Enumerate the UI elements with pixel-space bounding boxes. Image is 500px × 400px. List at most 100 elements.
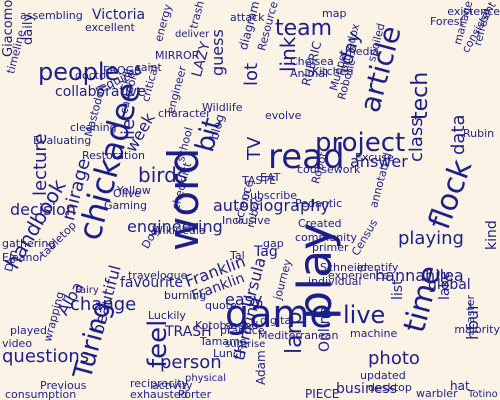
cloud-word: TRASH	[165, 324, 212, 340]
cloud-word: Totino	[468, 389, 498, 400]
cloud-word: deliver	[175, 29, 210, 40]
cloud-word: flock	[422, 155, 480, 234]
cloud-word: Schneier	[320, 261, 369, 274]
cloud-word: Luckily	[148, 309, 186, 322]
cloud-word: wrapping	[41, 290, 67, 344]
cloud-word: travelogue	[128, 269, 188, 282]
cloud-word: guess	[208, 29, 227, 76]
cloud-word: Animal	[290, 67, 329, 80]
cloud-word: reciprocity	[130, 377, 189, 390]
cloud-word: individual	[308, 275, 362, 288]
cloud-word: Kitchen	[312, 65, 354, 78]
cloud-word: Previous	[40, 379, 87, 392]
cloud-word: FROGS	[103, 64, 142, 77]
cloud-word: Pedantic	[295, 197, 343, 210]
cloud-word: assembling	[20, 9, 83, 22]
cloud-word: TV	[244, 136, 265, 160]
cloud-word: Yellow	[117, 184, 151, 197]
cloud-word: MIRROR	[155, 49, 200, 62]
cloud-word: Lunch	[213, 347, 246, 360]
cloud-word: Olive	[113, 187, 142, 200]
cloud-word: live	[343, 301, 386, 329]
cloud-word: sound	[225, 319, 259, 332]
cloud-word: hannahilea	[375, 266, 464, 285]
cloud-word: global	[428, 277, 471, 293]
cloud-word: kind	[484, 220, 500, 250]
cloud-word: hat	[450, 379, 470, 393]
cloud-word: birds	[138, 163, 188, 187]
cloud-word: Rubin	[463, 127, 495, 140]
cloud-word: list	[390, 279, 406, 300]
cloud-word: consumption	[5, 388, 77, 400]
cloud-word: autobiography	[213, 196, 330, 215]
cloud-word: tech	[408, 71, 433, 120]
cloud-word: media	[345, 45, 380, 58]
cloud-word: business	[336, 381, 398, 397]
cloud-word: Inclusive	[222, 214, 271, 227]
cloud-word: photo	[368, 348, 420, 369]
cloud-word: energy	[152, 2, 175, 44]
cloud-word: identify	[357, 261, 399, 274]
cloud-word: excellent	[85, 21, 135, 34]
cloud-word: playing	[398, 228, 464, 249]
cloud-word: Tal	[230, 249, 245, 262]
cloud-word: people	[38, 58, 120, 86]
cloud-word: lot	[241, 62, 262, 86]
cloud-word: primer	[312, 241, 349, 254]
cloud-word: activity	[152, 379, 193, 392]
cloud-word: evolve	[265, 109, 302, 122]
cloud-word: Eleanor	[2, 251, 44, 264]
cloud-word: Mediterranean	[258, 329, 339, 342]
cloud-word: desktop	[368, 381, 412, 394]
cloud-word: character	[158, 107, 211, 120]
cloud-word: Created	[298, 217, 342, 230]
cloud-word: Forest	[430, 15, 464, 28]
cloud-word: TASTE	[242, 174, 277, 187]
cloud-word: Wildlife	[202, 101, 243, 114]
cloud-word: Victoria	[92, 7, 146, 23]
cloud-word: warbler	[416, 387, 458, 400]
cloud-word: Evaluating	[33, 134, 92, 147]
cloud-word: Porter	[178, 388, 212, 400]
cloud-word: Excuse	[355, 151, 394, 164]
cloud-word: doctor	[75, 69, 111, 82]
cloud-word: video	[2, 337, 33, 350]
cloud-word: favourite	[120, 275, 183, 291]
cloud-word: gap	[263, 237, 284, 250]
cloud-word: physical	[185, 373, 226, 384]
cloud-word: coursework	[297, 163, 361, 176]
cloud-word: community	[295, 231, 358, 244]
cloud-word: Gaming	[104, 199, 147, 212]
cloud-word: quote	[205, 299, 237, 312]
cloud-word: questions	[2, 346, 90, 367]
cloud-word: digital	[260, 314, 295, 327]
cloud-word: lie	[118, 118, 139, 140]
cloud-word: engineering	[127, 217, 223, 236]
cloud-word: answer	[350, 152, 408, 171]
cloud-word: cleaning	[70, 121, 117, 134]
cloud-word: lake	[437, 271, 453, 300]
cloud-word: decision	[10, 200, 76, 219]
cloud-word: Fairy	[75, 285, 99, 296]
cloud-word: Chelsea	[290, 55, 334, 68]
cloud-word: Restoration	[82, 149, 146, 162]
cloud-word: practice	[220, 324, 265, 337]
cloud-word: change	[70, 294, 137, 315]
cloud-word: exhausted	[130, 388, 188, 400]
cloud-word: Tamamo	[200, 335, 247, 348]
cloud-word: Wikipedia	[152, 224, 206, 237]
cloud-word: class	[406, 117, 427, 162]
cloud-word: Subscribe	[243, 189, 298, 202]
cloud-word: gathering	[2, 237, 56, 250]
cloud-word: PIECE	[305, 387, 340, 400]
cloud-word: team	[275, 16, 333, 41]
cloud-word: surprise	[225, 339, 266, 350]
cloud-word: collaborative	[55, 84, 146, 100]
cloud-word: attack	[230, 11, 265, 24]
cloud-word: trash	[187, 0, 207, 31]
cloud-word: played	[10, 324, 48, 337]
cloud-word: burning	[164, 289, 207, 302]
cloud-word: read	[268, 137, 345, 177]
cloud-word: EAT	[260, 171, 281, 184]
cloud-word: existence	[447, 5, 500, 18]
